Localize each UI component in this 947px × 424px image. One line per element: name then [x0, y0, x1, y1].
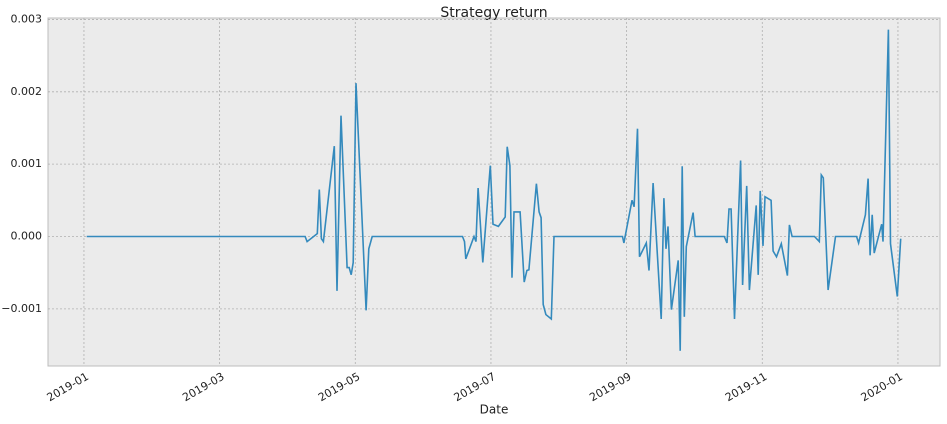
- data-line: [86, 29, 902, 351]
- chart-title: Strategy return: [440, 5, 547, 21]
- x-tick-label: 2020-01: [859, 370, 905, 404]
- y-tick-label: −0.001: [1, 302, 42, 315]
- x-tick-label: 2019-01: [45, 370, 91, 404]
- x-tick-label: 2019-03: [180, 370, 226, 404]
- y-tick-label: 0.002: [11, 85, 43, 98]
- x-tick-label: 2019-07: [452, 370, 498, 404]
- x-tick-label: 2019-11: [723, 370, 769, 404]
- y-tick-label: 0.000: [11, 229, 43, 242]
- y-tick-label: 0.001: [11, 157, 43, 170]
- x-tick-label: 2019-09: [587, 370, 633, 404]
- y-tick-label: 0.003: [11, 12, 43, 25]
- x-axis-label: Date: [480, 403, 509, 417]
- x-tick-label: 2019-05: [316, 370, 362, 404]
- plot-area: [47, 17, 941, 367]
